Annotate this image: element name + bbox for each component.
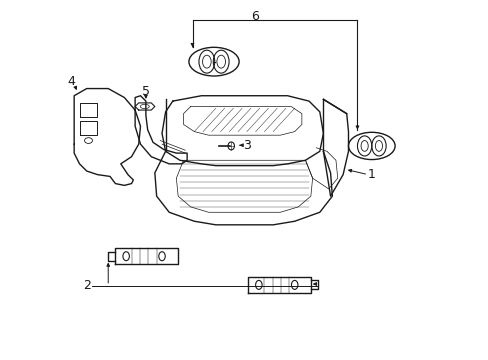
Text: 6: 6 — [251, 10, 259, 23]
Text: 5: 5 — [142, 85, 150, 98]
Text: 3: 3 — [243, 139, 251, 152]
Text: 4: 4 — [67, 75, 75, 88]
Text: 2: 2 — [82, 279, 90, 292]
Text: 1: 1 — [367, 168, 375, 181]
